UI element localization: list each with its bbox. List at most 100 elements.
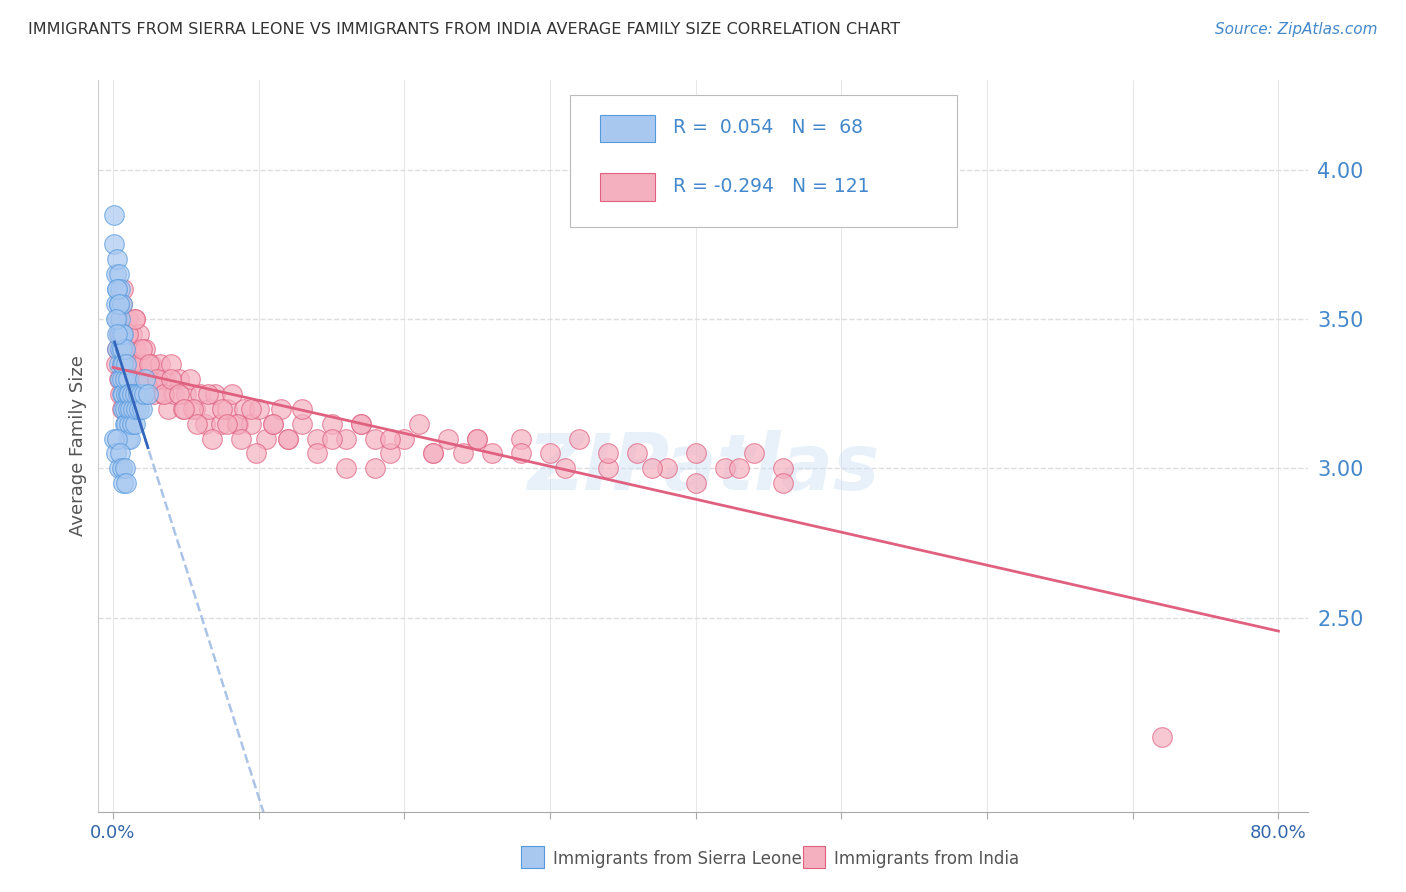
Point	[115, 326, 138, 341]
Point	[125, 401, 148, 416]
Point	[139, 357, 162, 371]
Bar	[600, 173, 655, 201]
Point	[167, 386, 190, 401]
Point	[225, 417, 247, 431]
Point	[145, 372, 167, 386]
Point	[1150, 730, 1173, 744]
Point	[481, 446, 503, 460]
Point	[167, 372, 190, 386]
Point	[172, 401, 194, 416]
Point	[117, 386, 139, 401]
Point	[108, 357, 131, 371]
Point	[114, 461, 136, 475]
Point	[626, 446, 648, 460]
Point	[231, 432, 253, 446]
Point	[350, 417, 373, 431]
Point	[104, 297, 127, 311]
Point	[122, 401, 145, 416]
Point	[465, 432, 488, 446]
Point	[114, 417, 136, 431]
Point	[110, 312, 132, 326]
Bar	[600, 115, 655, 143]
Point	[183, 401, 205, 416]
Point	[157, 401, 180, 416]
Point	[112, 357, 135, 371]
Point	[115, 386, 138, 401]
Point	[117, 312, 139, 326]
Point	[131, 357, 153, 371]
Point	[111, 461, 134, 475]
Point	[108, 461, 131, 475]
Point	[111, 401, 134, 416]
Point	[105, 342, 128, 356]
Point	[394, 432, 416, 446]
Point	[105, 252, 128, 267]
Point	[335, 461, 357, 475]
Point	[142, 386, 165, 401]
Point	[378, 432, 401, 446]
Point	[291, 417, 314, 431]
Point	[112, 401, 135, 416]
Text: R =  0.054   N =  68: R = 0.054 N = 68	[673, 119, 863, 137]
FancyBboxPatch shape	[569, 95, 957, 227]
Point	[160, 357, 183, 371]
Point	[103, 208, 125, 222]
Point	[105, 342, 128, 356]
Point	[121, 417, 143, 431]
Point	[120, 342, 142, 356]
Point	[131, 342, 153, 356]
Point	[685, 446, 707, 460]
Point	[173, 401, 195, 416]
Point	[117, 401, 139, 416]
Point	[121, 326, 143, 341]
Point	[131, 401, 153, 416]
Point	[114, 342, 136, 356]
Point	[209, 417, 232, 431]
Point	[321, 432, 343, 446]
Point	[772, 476, 794, 491]
Text: R = -0.294   N = 121: R = -0.294 N = 121	[673, 177, 869, 196]
Point	[422, 446, 444, 460]
Point	[215, 401, 238, 416]
Point	[321, 417, 343, 431]
Point	[110, 342, 132, 356]
Point	[114, 372, 136, 386]
Point	[134, 372, 156, 386]
Point	[124, 372, 146, 386]
Point	[181, 401, 204, 416]
Point	[111, 386, 134, 401]
Point	[240, 401, 263, 416]
Point	[155, 372, 177, 386]
Point	[149, 357, 172, 371]
Point	[108, 326, 131, 341]
Point	[118, 386, 141, 401]
Point	[240, 417, 263, 431]
Point	[364, 432, 387, 446]
Point	[179, 372, 201, 386]
Point	[111, 297, 134, 311]
Point	[277, 432, 299, 446]
Point	[108, 297, 131, 311]
Point	[262, 417, 284, 431]
Point	[117, 372, 139, 386]
Point	[110, 312, 132, 326]
Point	[111, 372, 134, 386]
Point	[422, 446, 444, 460]
Point	[105, 312, 128, 326]
Point	[117, 326, 139, 341]
Point	[186, 417, 208, 431]
Point	[124, 417, 146, 431]
Text: Source: ZipAtlas.com: Source: ZipAtlas.com	[1215, 22, 1378, 37]
Point	[291, 401, 314, 416]
Point	[121, 386, 143, 401]
Point	[685, 476, 707, 491]
Point	[105, 326, 128, 341]
Point	[465, 432, 488, 446]
Point	[108, 326, 131, 341]
Point	[221, 386, 243, 401]
Point	[245, 446, 267, 460]
Point	[598, 461, 620, 475]
Point	[215, 417, 238, 431]
Point	[111, 297, 134, 311]
Point	[201, 432, 224, 446]
